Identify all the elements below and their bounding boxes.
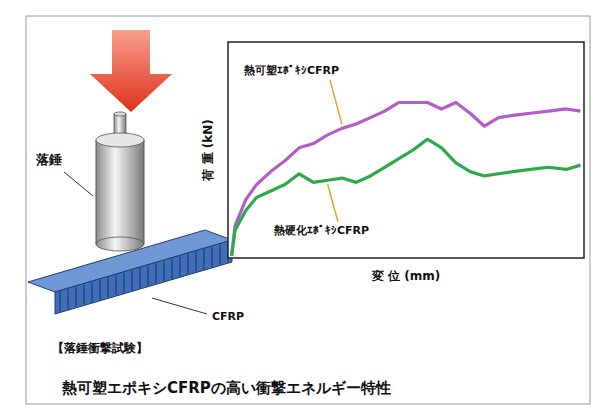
beam-rib bbox=[83, 284, 84, 304]
plot-frame bbox=[228, 42, 584, 258]
beam-rib bbox=[219, 245, 220, 265]
weight-side bbox=[144, 140, 145, 244]
weight-leader bbox=[64, 172, 93, 196]
y-axis-title: 荷 重 (kN) bbox=[201, 119, 215, 181]
series-label: 熱可塑ｴﾎﾟｷｼCFRP bbox=[243, 64, 339, 77]
beam-front bbox=[55, 240, 232, 314]
beam-rib bbox=[155, 263, 156, 283]
weight-top bbox=[96, 133, 144, 147]
weight-side bbox=[96, 140, 97, 244]
title: 熱可塑エポキシCFRPの高い衝撃エネルギー特性 bbox=[61, 379, 391, 397]
beam-rib bbox=[99, 280, 100, 300]
x-axis-title: 変 位 (mm) bbox=[371, 269, 440, 283]
beam-rib bbox=[195, 252, 196, 272]
illustration: 落錘 CFRP 【落錘衝撃試験】 bbox=[28, 30, 244, 355]
beam-rib bbox=[163, 261, 164, 281]
beam-rib bbox=[203, 249, 204, 269]
beam-rib bbox=[75, 287, 76, 307]
series-leader bbox=[328, 184, 338, 222]
beam-label: CFRP bbox=[212, 310, 244, 323]
outer-border bbox=[26, 16, 590, 404]
weight-bottom bbox=[96, 237, 144, 251]
plot-lines bbox=[232, 102, 581, 255]
beam-rib bbox=[115, 275, 116, 295]
beam-leader bbox=[152, 298, 207, 314]
beam-rib bbox=[139, 268, 140, 288]
beam-rib bbox=[211, 247, 212, 267]
series-leader bbox=[330, 80, 342, 124]
impact-arrow bbox=[90, 30, 172, 112]
beam-rib bbox=[107, 277, 108, 297]
beam-rib bbox=[147, 266, 148, 286]
weight-label: 落錘 bbox=[35, 152, 62, 167]
canvas: 落錘 CFRP 【落錘衝撃試験】 熱可塑ｴﾎﾟｷｼCFRP 熱硬化ｴﾎﾟｷｼCFRP 荷 … bbox=[0, 0, 599, 412]
beam-rib bbox=[187, 254, 188, 274]
beam-rib bbox=[171, 259, 172, 279]
beam-rib bbox=[179, 256, 180, 276]
series-line bbox=[232, 102, 581, 255]
beam-rib bbox=[131, 270, 132, 290]
test-caption: 【落錘衝撃試験】 bbox=[52, 341, 148, 355]
beam-rib bbox=[67, 289, 68, 309]
beam-rib bbox=[91, 282, 92, 302]
series-line bbox=[232, 139, 581, 256]
beam-rib bbox=[59, 292, 60, 312]
weight-stem-top bbox=[114, 112, 126, 116]
weight-body bbox=[96, 140, 144, 244]
series-label: 熱硬化ｴﾎﾟｷｼCFRP bbox=[273, 224, 369, 237]
beam-rib bbox=[123, 273, 124, 293]
